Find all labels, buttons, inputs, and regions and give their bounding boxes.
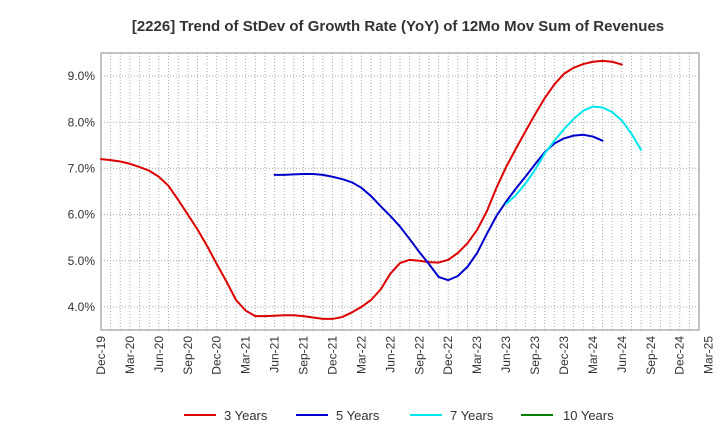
x-tick-label: Jun-21 [268, 336, 282, 373]
legend-label-5-years: 5 Years [336, 408, 380, 423]
x-tick-label: Mar-25 [702, 336, 716, 374]
x-tick-label: Sep-24 [644, 336, 658, 375]
x-tick-label: Mar-20 [123, 336, 137, 374]
grid [101, 53, 699, 330]
x-tick-label: Jun-20 [152, 336, 166, 373]
series-line-7-years [505, 105, 643, 205]
x-tick-label: Sep-23 [528, 336, 542, 375]
x-tick-label: Sep-22 [412, 336, 426, 375]
legend-item-5-years[interactable]: 5 Years [296, 408, 380, 423]
x-tick-label: Dec-19 [94, 336, 108, 375]
y-tick-label: 5.0% [68, 254, 96, 268]
legend-label-10-years: 10 Years [563, 408, 614, 423]
x-tick-label: Dec-22 [441, 336, 455, 375]
series-line-5-years [273, 133, 604, 282]
x-tick-label: Mar-24 [586, 336, 600, 374]
legend-label-3-years: 3 Years [224, 408, 268, 423]
x-tick-label: Jun-22 [383, 336, 397, 373]
x-tick-label: Sep-21 [297, 336, 311, 375]
legend-item-3-years[interactable]: 3 Years [184, 408, 268, 423]
x-tick-label: Jun-23 [499, 336, 513, 373]
y-tick-label: 7.0% [68, 161, 96, 175]
x-tick-label: Mar-21 [239, 336, 253, 374]
x-axis: Dec-19 Mar-20 Jun-20 Sep-20 Dec-20 Mar-21 Jun-… [94, 336, 716, 375]
x-tick-label: Dec-21 [325, 336, 339, 375]
legend-item-10-years[interactable]: 10 Years [521, 408, 614, 423]
x-tick-label: Sep-20 [181, 336, 195, 375]
x-tick-label: Mar-23 [470, 336, 484, 374]
legend-label-7-years: 7 Years [450, 408, 494, 423]
y-axis: 4.0% 5.0% 6.0% 7.0% 8.0% 9.0% [68, 69, 96, 314]
x-tick-label: Dec-20 [210, 336, 224, 375]
y-tick-label: 6.0% [68, 208, 96, 222]
series-line-3-years [100, 59, 623, 320]
y-tick-label: 8.0% [68, 115, 96, 129]
x-tick-label: Dec-23 [557, 336, 571, 375]
legend-item-7-years[interactable]: 7 Years [410, 408, 494, 423]
x-tick-label: Jun-24 [615, 336, 629, 373]
plot-frame [100, 52, 700, 331]
x-tick-label: Dec-24 [673, 336, 687, 375]
legend: 3 Years 5 Years 7 Years 10 Years [184, 408, 614, 423]
y-tick-label: 9.0% [68, 69, 96, 83]
x-tick-label: Mar-22 [354, 336, 368, 374]
series-lines [100, 59, 643, 320]
chart-title: [2226] Trend of StDev of Growth Rate (Yo… [132, 18, 664, 35]
y-tick-label: 4.0% [68, 300, 96, 314]
